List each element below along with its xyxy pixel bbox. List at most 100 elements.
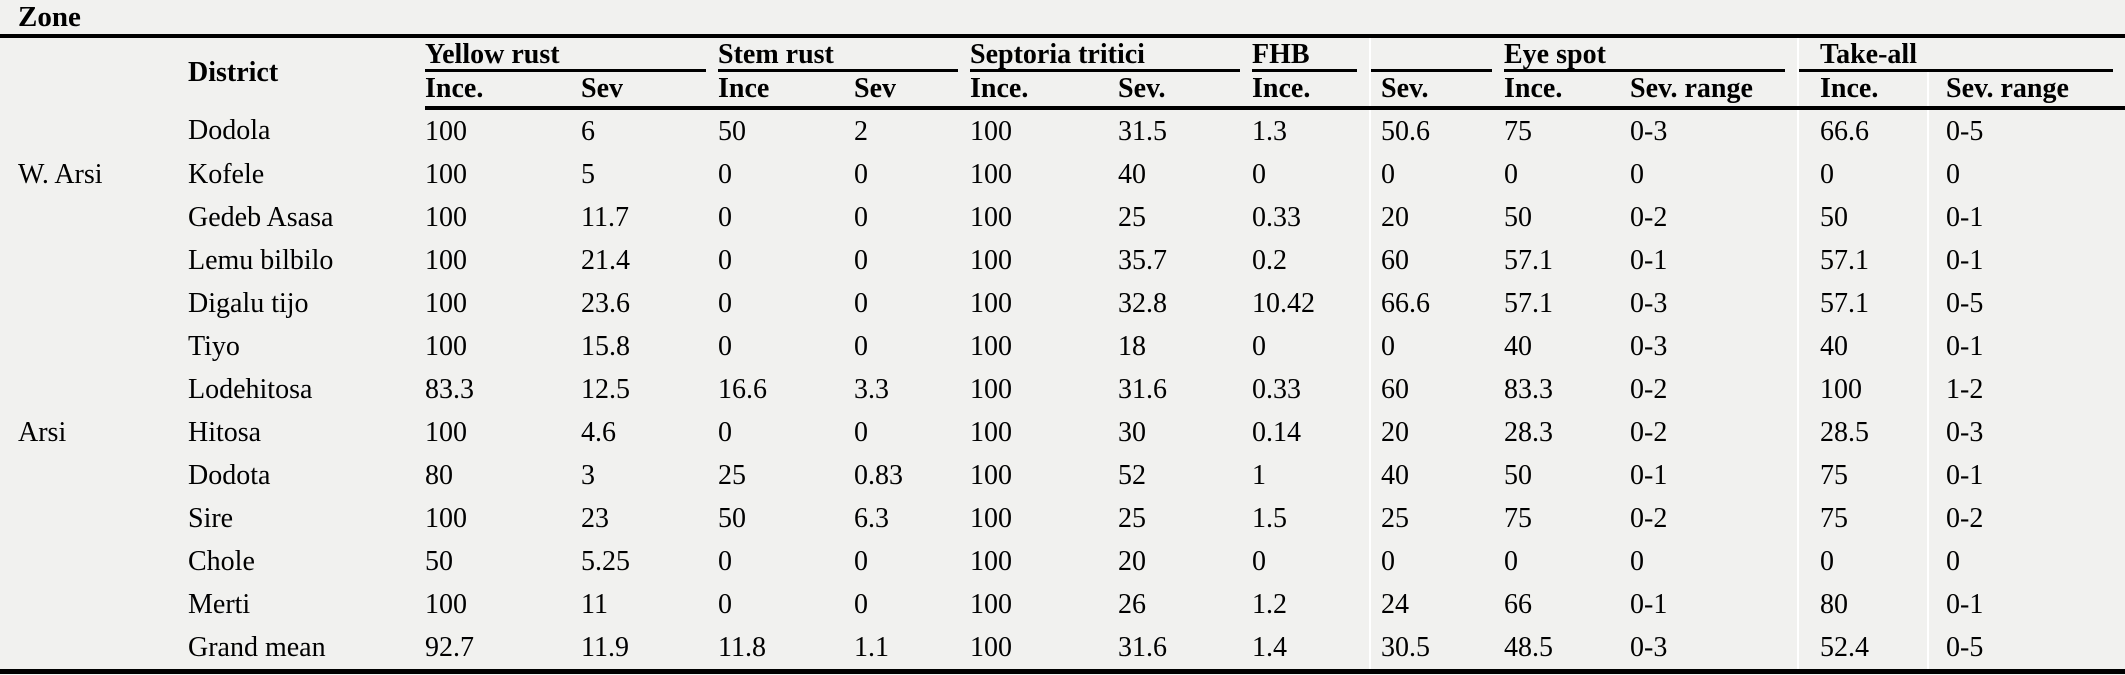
value-cell: 0 <box>718 588 732 620</box>
zone-cell <box>0 368 188 411</box>
value-cell: 0 <box>1369 153 1504 196</box>
group-header-take-all: Take-all <box>1796 36 2125 72</box>
value-cell: 52.4 <box>1797 626 1928 674</box>
value-cell: 66.6 <box>1797 108 1928 153</box>
value-cell: 83.3 <box>425 373 474 405</box>
value-cell: 24 <box>1369 583 1504 626</box>
value-cell: 48.5 <box>1504 626 1630 674</box>
value-cell: 40 <box>1504 330 1532 362</box>
group-header-septoria-tritici: Septoria tritici <box>970 36 1252 72</box>
value-cell: 0 <box>718 287 732 319</box>
value-cell: 100 <box>970 626 1118 674</box>
district-cell: Hitosa <box>188 416 262 448</box>
value-cell: 11.9 <box>581 626 718 674</box>
subheader-fhb-severity: Sev. <box>1369 72 1504 110</box>
value-cell: 1.5 <box>1252 502 1287 534</box>
subheader-take-all-severity-range: Sev. range <box>1926 72 2125 110</box>
value-cell: 50 <box>1504 459 1532 491</box>
value-cell: 25 <box>1369 497 1504 540</box>
zone-cell: Arsi <box>18 416 67 448</box>
value-cell: 100 <box>425 158 467 190</box>
value-cell: 25 <box>1118 201 1146 233</box>
value-cell: 100 <box>970 287 1012 319</box>
value-cell: 20 <box>1369 411 1504 454</box>
value-cell: 50.6 <box>1369 108 1504 153</box>
subheader-eye-spot-incidence: Ince. <box>1504 72 1630 110</box>
table-row: Sire 100 23 50 6.3 100 25 1.5 25 75 0-2 75 0-2 <box>0 497 2125 540</box>
sub-header-row: Ince. Sev Ince Sev Ince. Sev. Ince. Sev.… <box>0 72 2125 110</box>
value-cell: 0-3 <box>1630 115 1668 147</box>
subheader-stem-rust-incidence: Ince <box>718 72 854 110</box>
value-cell: 100 <box>425 502 467 534</box>
value-cell: 3 <box>581 459 595 491</box>
value-cell: 31.6 <box>1118 373 1167 405</box>
value-cell: 40 <box>1369 454 1504 497</box>
group-header-yellow-rust: Yellow rust <box>425 36 718 72</box>
district-cell: Dodola <box>188 114 271 146</box>
value-cell: 20 <box>1369 196 1504 239</box>
value-cell: 1.2 <box>1252 588 1287 620</box>
value-cell: 0-1 <box>1926 239 2125 282</box>
value-cell: 60 <box>1369 368 1504 411</box>
value-cell: 0-2 <box>1630 416 1668 448</box>
value-cell: 0 <box>1369 540 1504 583</box>
value-cell: 100 <box>970 201 1012 233</box>
subheader-take-all-incidence: Ince. <box>1797 72 1928 110</box>
table-row: Gedeb Asasa 100 11.7 0 0 100 25 0.33 20 50 0-2 50 0-… <box>0 196 2125 239</box>
value-cell: 100 <box>970 373 1012 405</box>
value-cell: 0.33 <box>1252 201 1301 233</box>
district-cell: Merti <box>188 588 251 620</box>
value-cell: 80 <box>1797 583 1928 626</box>
value-cell: 100 <box>970 330 1012 362</box>
zone-cell <box>0 239 188 282</box>
zone-column-header <box>0 36 188 108</box>
value-cell: 0 <box>718 330 732 362</box>
value-cell: 0 <box>854 330 868 362</box>
subheader-yellow-rust-severity: Sev <box>581 72 718 110</box>
value-cell: 0.14 <box>1252 416 1301 448</box>
value-cell: 31.6 <box>1118 626 1252 674</box>
value-cell: 0 <box>718 201 732 233</box>
zone-cell <box>0 282 188 325</box>
subheader-septoria-incidence: Ince. <box>970 72 1118 110</box>
value-cell: 0 <box>854 545 868 577</box>
table-row: Arsi Hitosa 100 4.6 0 0 100 30 0.14 20 28.3 0-2 28.5… <box>0 411 2125 454</box>
table-row: Tiyo 100 15.8 0 0 100 18 0 0 40 0-3 40 0-1 <box>0 325 2125 368</box>
value-cell: 0-1 <box>1630 459 1668 491</box>
value-cell: 11 <box>581 588 608 620</box>
value-cell: 100 <box>1797 368 1928 411</box>
value-cell: 28.3 <box>1504 416 1553 448</box>
value-cell: 0-1 <box>1630 244 1668 276</box>
value-cell: 50 <box>1504 201 1532 233</box>
value-cell: 100 <box>425 115 467 147</box>
value-cell: 25 <box>1118 502 1146 534</box>
value-cell: 0-5 <box>1926 282 2125 325</box>
value-cell: 18 <box>1118 330 1146 362</box>
value-cell: 0 <box>854 244 868 276</box>
group-header-fhb: FHB <box>1252 36 1370 72</box>
value-cell: 0 <box>1504 545 1518 577</box>
value-cell: 75 <box>1797 454 1928 497</box>
value-cell: 60 <box>1369 239 1504 282</box>
value-cell: 1.1 <box>854 626 970 674</box>
value-cell: 100 <box>970 459 1012 491</box>
value-cell: 31.5 <box>1118 115 1167 147</box>
value-cell: 100 <box>970 158 1012 190</box>
value-cell: 0-2 <box>1630 373 1668 405</box>
value-cell: 0 <box>1504 158 1518 190</box>
district-cell: Lemu bilbilo <box>188 244 334 276</box>
value-cell: 0-2 <box>1926 497 2125 540</box>
value-cell: 83.3 <box>1504 373 1553 405</box>
value-cell: 0 <box>854 416 868 448</box>
value-cell: 0-3 <box>1630 287 1668 319</box>
value-cell: 66.6 <box>1369 282 1504 325</box>
value-cell: 100 <box>970 115 1012 147</box>
subheader-stem-rust-severity: Sev <box>854 72 970 110</box>
table-row: Merti 100 11 0 0 100 26 1.2 24 66 0-1 80 0-1 <box>0 583 2125 626</box>
value-cell: 52 <box>1118 459 1146 491</box>
subheader-eye-spot-severity-range: Sev. range <box>1630 72 1798 110</box>
value-cell: 57.1 <box>1797 239 1928 282</box>
value-cell: 0 <box>1252 330 1266 362</box>
value-cell: 4.6 <box>581 416 616 448</box>
value-cell: 0.2 <box>1252 244 1287 276</box>
